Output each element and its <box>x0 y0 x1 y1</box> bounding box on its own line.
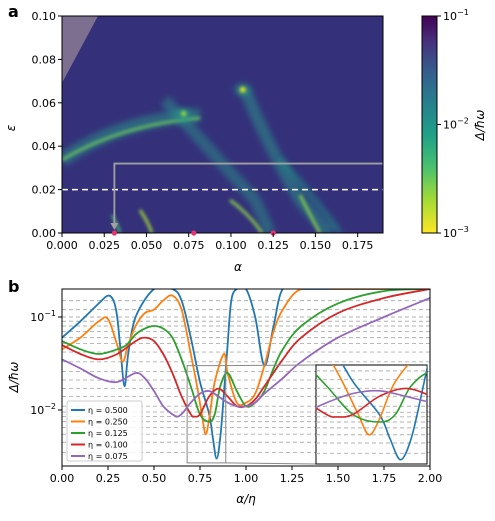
colorbar-tick-label: 10−2 <box>443 117 469 132</box>
pink-marker <box>111 230 117 236</box>
inset-series-line <box>316 387 427 418</box>
inset-series-line <box>332 365 409 436</box>
y-tick-label: 10−1 <box>30 309 56 324</box>
x-tick-label: 1.25 <box>280 472 305 485</box>
x-tick-label: 1.50 <box>326 472 351 485</box>
x-tick-label: 0.175 <box>342 239 374 252</box>
panel-a-xlabel: α <box>234 260 242 274</box>
inset-lines <box>316 365 427 461</box>
legend-entry: η = 0.125 <box>88 429 128 438</box>
panel-b-xlabel: α/η <box>236 492 256 506</box>
panel-b-label: b <box>8 277 19 296</box>
series-line <box>62 289 430 460</box>
colorbar-tick-label: 10−1 <box>443 8 469 23</box>
axis-b: 0.00 0.25 0.50 0.75 1.00 1.25 1.50 1.75 2.00 10−1… <box>30 309 442 485</box>
excluded-region <box>62 16 98 83</box>
legend-entry: η = 0.075 <box>88 452 128 461</box>
pink-marker <box>191 230 197 236</box>
y-tick-label: 0.06 <box>32 97 57 110</box>
colorbar <box>421 15 438 234</box>
x-tick-label: 0.100 <box>215 239 247 252</box>
x-tick-label: 1.75 <box>372 472 397 485</box>
y-tick-label: 0.10 <box>32 10 57 23</box>
heatmap-frame <box>61 15 384 234</box>
series-line <box>62 297 430 418</box>
colorbar-tick-label: 10−3 <box>443 225 469 240</box>
minimum-spot <box>239 86 246 93</box>
panel-b-ylabel: Δ/ħω <box>7 362 21 394</box>
panel-a-label: a <box>8 2 19 21</box>
x-tick-label: 1.00 <box>234 472 259 485</box>
x-tick-label: 2.00 <box>418 472 443 485</box>
inset-arrowhead <box>110 223 119 230</box>
inset-series-line <box>316 389 427 409</box>
x-tick-label: 0.00 <box>50 472 75 485</box>
heatmap <box>62 16 383 233</box>
y-tick-label: 0.00 <box>32 227 57 240</box>
x-tick-label: 0.075 <box>173 239 205 252</box>
axis-a: 0.000 0.025 0.050 0.075 0.100 0.125 0.150 0.175… <box>32 10 374 252</box>
inset-series-line <box>342 365 427 461</box>
zoom-connector <box>225 462 317 465</box>
x-tick-label: 0.75 <box>188 472 213 485</box>
x-tick-label: 0.025 <box>88 239 120 252</box>
x-tick-label: 0.125 <box>257 239 289 252</box>
y-tick-label: 0.02 <box>32 184 57 197</box>
colorbar-label: Δ/ħω <box>473 110 487 142</box>
x-tick-label: 0.50 <box>142 472 167 485</box>
x-tick-label: 0.150 <box>300 239 332 252</box>
zoom-region <box>186 365 227 464</box>
series-line <box>62 289 430 436</box>
series-line <box>62 289 430 423</box>
colorbar-ticks: 10−1 10−2 10−3 <box>437 8 469 240</box>
series-line <box>62 289 430 418</box>
pink-markers <box>111 230 276 236</box>
x-tick-label: 0.050 <box>131 239 163 252</box>
legend-entry: η = 0.250 <box>88 418 128 427</box>
minimum-spot <box>181 111 187 117</box>
legend: η = 0.500 η = 0.250 η = 0.125 η = 0.100 η = … <box>66 400 143 462</box>
zoom-connector <box>225 364 317 367</box>
y-tick-label: 0.08 <box>32 53 57 66</box>
x-tick-label: 0.000 <box>46 239 78 252</box>
panel-a-ylabel: ε <box>4 124 18 131</box>
x-tick-label: 0.25 <box>96 472 121 485</box>
legend-entry: η = 0.500 <box>88 406 128 415</box>
inset-arrow <box>113 162 383 227</box>
inset-series-line <box>316 372 427 423</box>
y-tick-label: 0.04 <box>32 140 57 153</box>
y-tick-label: 10−2 <box>30 402 56 417</box>
line-series <box>62 289 430 460</box>
legend-entry: η = 0.100 <box>88 441 128 450</box>
